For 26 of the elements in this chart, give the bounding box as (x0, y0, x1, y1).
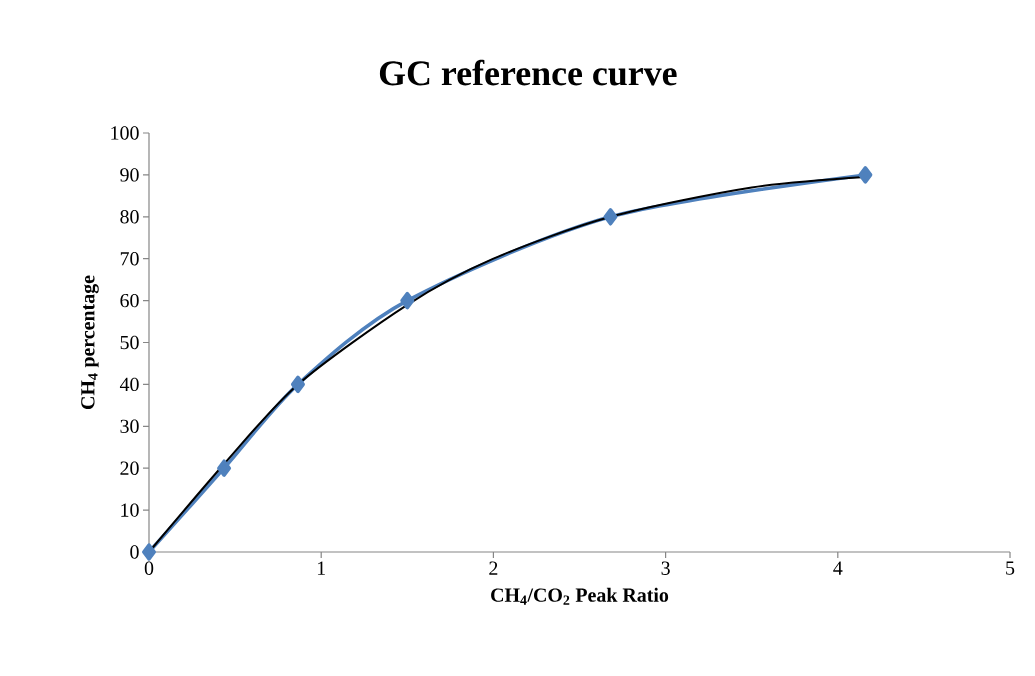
y-tick-label: 100 (111, 126, 139, 140)
y-tick-label: 10 (121, 503, 139, 517)
point (217, 459, 232, 477)
y-tick-label: 20 (120, 461, 139, 475)
y-axis-title: CH$_{4}$ percentage (81, 275, 99, 409)
point (142, 543, 156, 561)
x-tick-label: 2 (489, 561, 498, 575)
y-tick-label: 60 (120, 293, 139, 308)
x-axis-title: CH$_{4}$/CO$_{2}$ Peak Ratio (491, 587, 669, 605)
y-tick-label: 70 (120, 251, 139, 266)
y-tick-label: 80 (120, 210, 139, 224)
y-tick-label: 90 (120, 168, 139, 182)
x-tick-label: 5 (1006, 561, 1015, 575)
x-tick-label: 1 (317, 561, 325, 575)
chart-title: GC reference curve (379, 59, 677, 86)
x-tick-label: 0 (144, 561, 154, 575)
y-tick-label: 50 (120, 335, 139, 350)
point (603, 208, 618, 226)
point (858, 166, 873, 184)
y-tick-label: 30 (120, 419, 139, 434)
y-tick-label: 40 (119, 377, 139, 392)
point (400, 291, 415, 310)
y-tick-label: 0 (130, 545, 139, 559)
point (290, 375, 305, 394)
x-tick-label: 4 (833, 561, 843, 575)
x-tick-label: 3 (661, 561, 670, 575)
